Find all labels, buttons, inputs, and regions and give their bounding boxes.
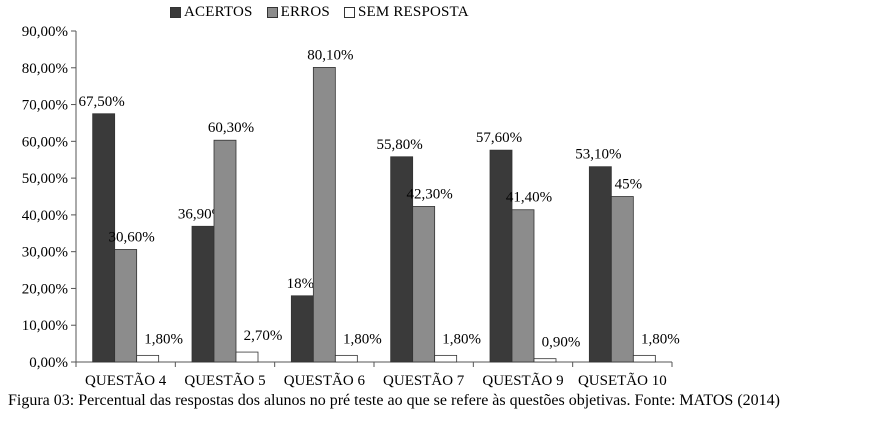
legend-swatch-acertos bbox=[170, 7, 181, 18]
x-tick-label: QUESTÃO 9 bbox=[482, 373, 563, 389]
x-tick-label: QUSETÃO 10 bbox=[578, 373, 667, 389]
chart-legend: ACERTOS ERROS SEM RESPOSTA bbox=[170, 4, 469, 21]
data-label: 1,80% bbox=[343, 331, 382, 347]
bar-erros bbox=[114, 249, 138, 363]
legend-label-acertos: ACERTOS bbox=[184, 4, 253, 20]
legend-swatch-sem-resposta bbox=[343, 7, 355, 18]
data-label: 1,80% bbox=[144, 331, 183, 347]
bar-erros bbox=[511, 209, 535, 363]
data-label: 1,80% bbox=[641, 331, 680, 347]
data-label: 18% bbox=[287, 276, 315, 292]
y-tick-label: 20,00% bbox=[22, 281, 68, 297]
data-label: 36,90% bbox=[178, 206, 224, 222]
y-tick-label: 70,00% bbox=[22, 98, 68, 114]
legend-swatch-erros bbox=[266, 7, 278, 18]
bar-erros bbox=[412, 206, 436, 363]
bar-erros bbox=[213, 139, 237, 363]
x-tick-label: QUESTÃO 7 bbox=[383, 373, 465, 389]
x-tick-label: QUESTÃO 6 bbox=[284, 373, 366, 389]
bar-chart: 0,00% 10,00% 20,00% 30,00% 40,00% 50,00% 60,00… bbox=[22, 24, 680, 389]
y-tick-label: 0,00% bbox=[29, 355, 68, 371]
bar-acertos bbox=[588, 166, 612, 363]
data-label: 80,10% bbox=[307, 47, 353, 63]
legend-item-sem-resposta: SEM RESPOSTA bbox=[343, 4, 469, 21]
figure-caption: Figura 03: Percentual das respostas dos … bbox=[8, 392, 780, 409]
y-tick-label: 40,00% bbox=[22, 208, 68, 224]
data-label: 60,30% bbox=[208, 120, 254, 136]
bar-acertos bbox=[290, 295, 314, 363]
bar-sem-resposta bbox=[136, 354, 160, 363]
bar-erros bbox=[610, 196, 634, 363]
data-label: 53,10% bbox=[575, 147, 621, 163]
data-label: 45% bbox=[615, 177, 643, 193]
y-tick-label: 60,00% bbox=[22, 134, 68, 150]
data-label: 55,80% bbox=[377, 137, 423, 153]
bar-sem-resposta bbox=[334, 354, 358, 363]
data-label: 1,80% bbox=[442, 331, 481, 347]
data-label: 42,30% bbox=[407, 186, 453, 202]
bar-sem-resposta bbox=[235, 351, 259, 363]
bar-acertos bbox=[489, 149, 513, 363]
bar-acertos bbox=[191, 225, 215, 363]
data-label: 67,50% bbox=[79, 94, 125, 110]
x-tick-label: QUESTÃO 5 bbox=[184, 373, 265, 389]
legend-label-erros: ERROS bbox=[280, 4, 330, 20]
y-tick-label: 30,00% bbox=[22, 245, 68, 261]
legend-item-erros: ERROS bbox=[266, 4, 330, 21]
legend-label-sem-resposta: SEM RESPOSTA bbox=[357, 4, 469, 20]
x-tick-label: QUESTÃO 4 bbox=[85, 373, 167, 389]
data-label: 2,70% bbox=[244, 328, 283, 344]
data-label: 41,40% bbox=[506, 190, 552, 206]
data-label: 30,60% bbox=[109, 229, 155, 245]
y-tick-label: 90,00% bbox=[22, 24, 68, 40]
bar-sem-resposta bbox=[434, 354, 458, 363]
legend-item-acertos: ACERTOS bbox=[170, 4, 253, 21]
data-label: 57,60% bbox=[476, 130, 522, 146]
y-tick-label: 50,00% bbox=[22, 171, 68, 187]
bar-erros bbox=[312, 67, 336, 363]
y-tick-label: 10,00% bbox=[22, 318, 68, 334]
data-label: 0,90% bbox=[542, 335, 581, 351]
bar-sem-resposta bbox=[632, 354, 656, 363]
y-tick-label: 80,00% bbox=[22, 61, 68, 77]
bar-acertos bbox=[92, 113, 116, 363]
bar-sem-resposta bbox=[533, 358, 557, 363]
